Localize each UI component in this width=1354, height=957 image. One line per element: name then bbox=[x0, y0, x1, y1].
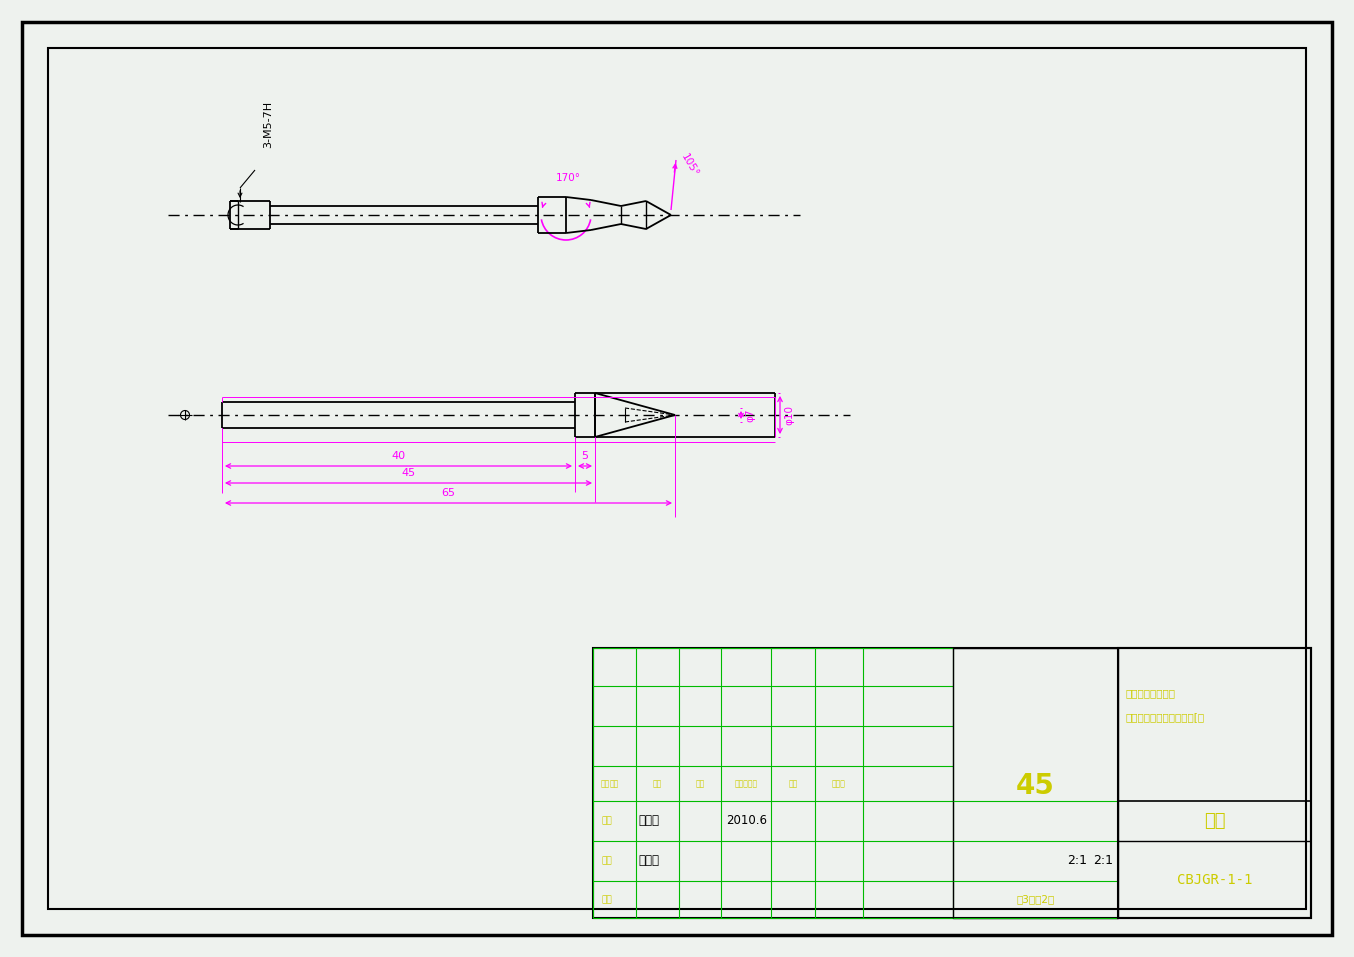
Bar bbox=[47, 48, 1307, 909]
Bar bbox=[1118, 648, 1311, 918]
Text: 工艺: 工艺 bbox=[601, 895, 612, 904]
Text: 170°: 170° bbox=[555, 173, 581, 183]
Text: φ10: φ10 bbox=[784, 405, 793, 425]
Text: 到3页珬2页: 到3页珬2页 bbox=[1017, 895, 1055, 904]
Text: 标记: 标记 bbox=[609, 779, 619, 788]
Bar bbox=[593, 648, 1311, 918]
Text: 张高峰: 张高峰 bbox=[638, 855, 659, 867]
Text: 审核: 审核 bbox=[601, 857, 612, 865]
Text: 3-M5-7H: 3-M5-7H bbox=[263, 100, 274, 148]
Text: 机械设计制造及其自动化[班: 机械设计制造及其自动化[班 bbox=[1127, 712, 1205, 722]
Text: 2:1: 2:1 bbox=[1067, 855, 1087, 867]
Text: 2010.6: 2010.6 bbox=[726, 814, 766, 828]
Text: 分区: 分区 bbox=[696, 779, 704, 788]
Text: 45: 45 bbox=[401, 468, 416, 478]
Text: 欧阳武: 欧阳武 bbox=[638, 814, 659, 828]
Text: 2:1: 2:1 bbox=[1093, 855, 1113, 867]
Text: 65: 65 bbox=[441, 488, 455, 498]
Text: 5: 5 bbox=[581, 451, 589, 461]
Text: 签名: 签名 bbox=[788, 779, 798, 788]
Text: 处数: 处数 bbox=[653, 779, 662, 788]
Text: φ7: φ7 bbox=[745, 409, 756, 422]
Text: 45: 45 bbox=[1016, 772, 1055, 800]
Text: CBJGR-1-1: CBJGR-1-1 bbox=[1177, 873, 1252, 886]
Text: 冰锥: 冰锥 bbox=[1204, 812, 1225, 830]
Bar bbox=[953, 648, 1118, 918]
Text: 更改文件号: 更改文件号 bbox=[734, 779, 757, 788]
Text: 年月日: 年月日 bbox=[833, 779, 846, 788]
Text: 标记: 标记 bbox=[601, 779, 611, 788]
Text: 设计: 设计 bbox=[601, 816, 612, 826]
Text: 105°: 105° bbox=[678, 151, 700, 178]
Text: 40: 40 bbox=[391, 451, 406, 461]
Text: 湘潭大学兴湘学院: 湘潭大学兴湘学院 bbox=[1127, 688, 1177, 698]
